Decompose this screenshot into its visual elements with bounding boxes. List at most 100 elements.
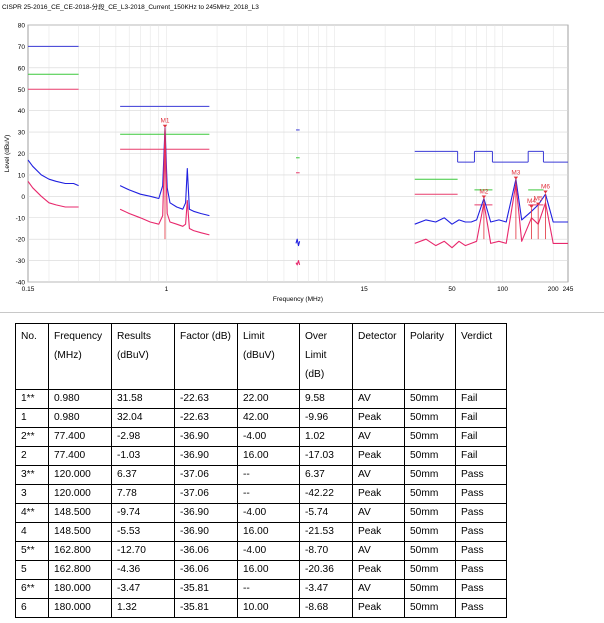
table-cell: -36.90 (174, 503, 238, 523)
marker-point (535, 202, 541, 206)
series-trace (119, 127, 210, 217)
table-cell: 16.00 (237, 560, 300, 580)
table-cell: 6.37 (111, 465, 175, 485)
column-header: Polarity (404, 323, 456, 390)
table-cell: 1 (15, 408, 49, 428)
table-cell: 120.000 (48, 465, 112, 485)
y-tick-label: -30 (16, 258, 26, 265)
table-cell: Pass (455, 522, 507, 542)
table-cell: 50mm (404, 560, 456, 580)
table-cell: -36.06 (174, 560, 238, 580)
table-cell: 2** (15, 427, 49, 447)
column-header: No. (15, 323, 49, 390)
marker-point (162, 124, 168, 128)
column-header: Limit (dBuV) (237, 323, 300, 390)
table-cell: -3.47 (111, 579, 175, 599)
x-tick-label: 200 (548, 286, 559, 293)
table-cell: -4.00 (237, 541, 300, 561)
table-cell: 180.000 (48, 579, 112, 599)
table-cell: 50mm (404, 427, 456, 447)
table-cell: Pass (455, 503, 507, 523)
table-cell: 162.800 (48, 541, 112, 561)
table-cell: -17.03 (299, 446, 353, 466)
table-cell: -35.81 (174, 579, 238, 599)
table-row: 5 162.800 -4.36 -36.06 16.00 -20.36 Peak 50mm Pa… (15, 560, 507, 580)
series-trace (295, 260, 301, 266)
x-tick-label: 100 (497, 286, 508, 293)
y-tick-label: 10 (18, 172, 26, 179)
y-tick-label: 50 (18, 87, 26, 94)
column-header: Frequency (MHz) (48, 323, 112, 390)
table-cell: 50mm (404, 598, 456, 618)
table-cell: -5.74 (299, 503, 353, 523)
table-header-row: No. Frequency (MHz) Results (dBuV) Factor (dB… (15, 323, 507, 390)
y-tick-label: -40 (16, 280, 26, 287)
table-cell: -35.81 (174, 598, 238, 618)
table-cell: 50mm (404, 446, 456, 466)
table-cell: -37.06 (174, 484, 238, 504)
table-cell: 16.00 (237, 522, 300, 542)
marker-label: M4 (527, 198, 536, 205)
y-tick-label: 0 (21, 194, 25, 201)
table-cell: 77.400 (48, 427, 112, 447)
table-cell: -2.98 (111, 427, 175, 447)
table-cell: -8.70 (299, 541, 353, 561)
table-cell: -12.70 (111, 541, 175, 561)
y-tick-label: 60 (18, 65, 26, 72)
table-cell: 31.58 (111, 389, 175, 409)
table-cell: 77.400 (48, 446, 112, 466)
marker-label: M6 (541, 184, 550, 191)
table-cell: -36.06 (174, 541, 238, 561)
table-row: 1 0.980 32.04 -22.63 42.00 -9.96 Peak 50mm Fail (15, 408, 507, 428)
x-tick-label: 1 (165, 286, 169, 293)
table-row: 6** 180.000 -3.47 -35.81 -- -3.47 AV 50mm Pass (15, 579, 507, 599)
table-cell: AV (352, 465, 405, 485)
marker-label: M2 (479, 189, 488, 196)
series-trace (295, 238, 301, 247)
table-cell: 7.78 (111, 484, 175, 504)
table-cell: 50mm (404, 579, 456, 599)
table-cell: Pass (455, 484, 507, 504)
table-cell: Fail (455, 427, 507, 447)
x-tick-label: 50 (448, 286, 456, 293)
table-cell: Pass (455, 579, 507, 599)
table-cell: 32.04 (111, 408, 175, 428)
table-row: 2 77.400 -1.03 -36.90 16.00 -17.03 Peak 50mm Fai… (15, 446, 507, 466)
marker-label: M1 (160, 118, 169, 125)
y-tick-label: 30 (18, 130, 26, 137)
table-cell: Peak (352, 560, 405, 580)
table-cell: 50mm (404, 465, 456, 485)
table-cell: -36.90 (174, 522, 238, 542)
table-cell: -42.22 (299, 484, 353, 504)
table-cell: -4.00 (237, 503, 300, 523)
series-trace (414, 182, 568, 249)
table-cell: 6.37 (299, 465, 353, 485)
table-cell: 50mm (404, 484, 456, 504)
table-cell: 5 (15, 560, 49, 580)
table-cell: 1** (15, 389, 49, 409)
table-header: No. Frequency (MHz) Results (dBuV) Factor (dB… (15, 323, 507, 390)
table-cell: -5.53 (111, 522, 175, 542)
table-cell: -22.63 (174, 408, 238, 428)
table-cell: -4.36 (111, 560, 175, 580)
table-cell: Pass (455, 465, 507, 485)
table-cell: 148.500 (48, 522, 112, 542)
table-cell: 9.58 (299, 389, 353, 409)
table-cell: 50mm (404, 408, 456, 428)
table-cell: AV (352, 579, 405, 599)
table-cell: 0.980 (48, 408, 112, 428)
table-cell: -1.03 (111, 446, 175, 466)
table-row: 4 148.500 -5.53 -36.90 16.00 -21.53 Peak 50mm Pa… (15, 522, 507, 542)
table-cell: 4 (15, 522, 49, 542)
table-cell: 180.000 (48, 598, 112, 618)
table-cell: Peak (352, 408, 405, 428)
table-cell: 148.500 (48, 503, 112, 523)
table-cell: 22.00 (237, 389, 300, 409)
y-tick-label: 70 (18, 44, 26, 51)
table-cell: 1.32 (111, 598, 175, 618)
table-cell: -20.36 (299, 560, 353, 580)
series-trace (27, 180, 79, 208)
table-cell: Peak (352, 598, 405, 618)
series-layer (27, 127, 568, 266)
marker-point (481, 195, 487, 199)
